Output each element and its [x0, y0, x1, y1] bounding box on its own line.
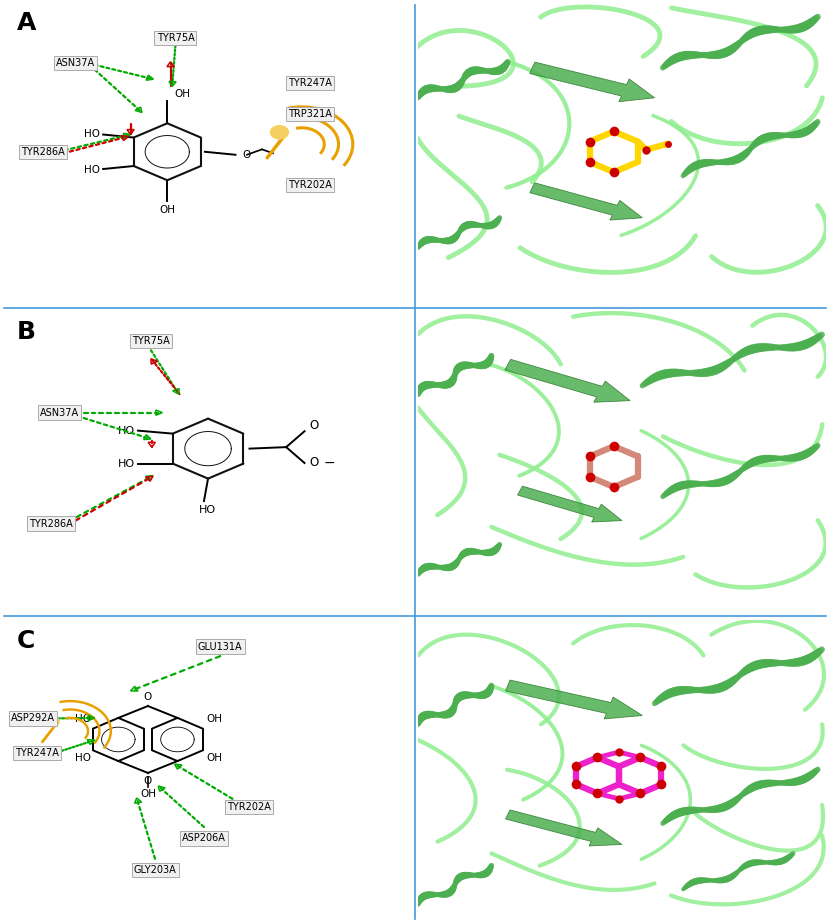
Polygon shape	[530, 62, 655, 102]
Text: GLU131A: GLU131A	[198, 641, 242, 651]
Polygon shape	[505, 810, 622, 846]
Text: ASN37A: ASN37A	[56, 58, 95, 68]
Text: OH: OH	[140, 789, 156, 799]
Text: TYR247A: TYR247A	[288, 78, 332, 88]
Polygon shape	[505, 359, 630, 402]
Text: OH: OH	[206, 714, 222, 724]
Text: HO: HO	[118, 426, 135, 435]
Polygon shape	[530, 183, 642, 220]
Text: O: O	[144, 692, 152, 702]
Text: TYR75A: TYR75A	[157, 33, 194, 43]
Text: HO: HO	[75, 753, 90, 763]
Text: HO: HO	[85, 129, 100, 139]
Text: HO: HO	[198, 505, 216, 515]
Text: TYR202A: TYR202A	[288, 180, 332, 189]
Text: O: O	[243, 150, 251, 160]
Text: OH: OH	[174, 89, 191, 99]
Text: TYR247A: TYR247A	[15, 748, 59, 758]
Text: O: O	[310, 456, 319, 469]
Text: TYR202A: TYR202A	[227, 802, 271, 812]
Text: OH: OH	[159, 205, 175, 215]
Polygon shape	[518, 486, 622, 522]
Text: C: C	[17, 628, 35, 652]
Text: O: O	[310, 419, 319, 432]
Text: HO: HO	[85, 164, 100, 175]
Text: ASP206A: ASP206A	[182, 833, 226, 844]
Text: TYR286A: TYR286A	[29, 518, 73, 529]
Text: HO: HO	[118, 458, 135, 468]
Text: TRP321A: TRP321A	[288, 109, 332, 119]
Text: A: A	[17, 11, 36, 35]
Text: −: −	[324, 456, 335, 470]
Text: OH: OH	[206, 753, 222, 763]
Text: O: O	[144, 776, 152, 786]
Circle shape	[45, 716, 59, 727]
Polygon shape	[505, 680, 642, 719]
Text: GLY203A: GLY203A	[134, 865, 177, 875]
Text: HO: HO	[75, 714, 90, 724]
Text: ASP292A: ASP292A	[11, 713, 55, 723]
Text: B: B	[17, 320, 36, 344]
Text: TYR286A: TYR286A	[21, 147, 65, 157]
Text: TYR75A: TYR75A	[132, 335, 170, 346]
Text: ASN37A: ASN37A	[40, 407, 79, 418]
Circle shape	[271, 126, 288, 139]
